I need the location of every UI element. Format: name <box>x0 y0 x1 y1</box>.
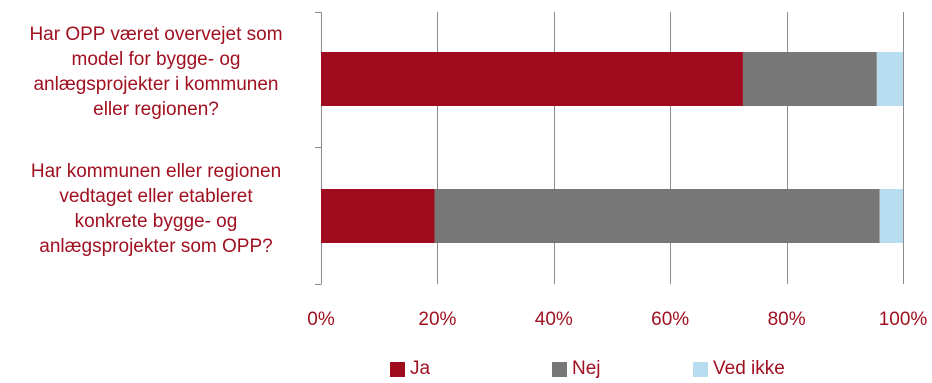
category-label-line: vedtaget eller etableret <box>59 186 253 207</box>
bar-nej-2 <box>434 189 880 243</box>
category-label-line: Har OPP været overvejet som <box>29 24 283 45</box>
legend-swatch <box>390 361 405 377</box>
legend: Ja Nej Ved ikke <box>0 358 932 380</box>
category-label: Har OPP været overvejet som model for byg… <box>0 22 312 122</box>
x-tick-label: 60% <box>651 309 689 330</box>
bar-ja-1 <box>321 52 743 106</box>
category-label: Har kommunen eller regionen vedtaget elle… <box>0 159 312 259</box>
x-tick-label: 40% <box>535 309 573 330</box>
x-tick-label: 100% <box>879 309 928 330</box>
legend-item: Ved ikke <box>693 358 785 380</box>
category-label-line: konkrete bygge- og <box>74 211 238 232</box>
x-tick-label: 80% <box>768 309 806 330</box>
category-label-line: Har kommunen eller regionen <box>30 161 282 182</box>
legend-item: Ja <box>390 358 430 380</box>
legend-label: Nej <box>572 358 601 379</box>
legend-label: Ved ikke <box>713 358 785 379</box>
legend-label: Ja <box>410 358 431 379</box>
bar-ved-ikke-2 <box>879 189 903 243</box>
bar-ved-ikke-1 <box>876 52 903 106</box>
legend-swatch <box>693 361 708 377</box>
x-tick-label: 20% <box>418 309 456 330</box>
bar-ja-2 <box>321 189 435 243</box>
legend-item: Nej <box>552 358 601 380</box>
legend-swatch <box>552 361 567 377</box>
category-label-line: model for bygge- og <box>71 49 241 70</box>
category-label-line: anlægsprojekter i kommunen <box>33 74 279 95</box>
category-label-line: eller regionen? <box>93 99 219 120</box>
bar-nej-1 <box>742 52 877 106</box>
x-tick-label: 0% <box>307 309 335 330</box>
category-label-line: anlægsprojekter som OPP? <box>39 236 273 257</box>
